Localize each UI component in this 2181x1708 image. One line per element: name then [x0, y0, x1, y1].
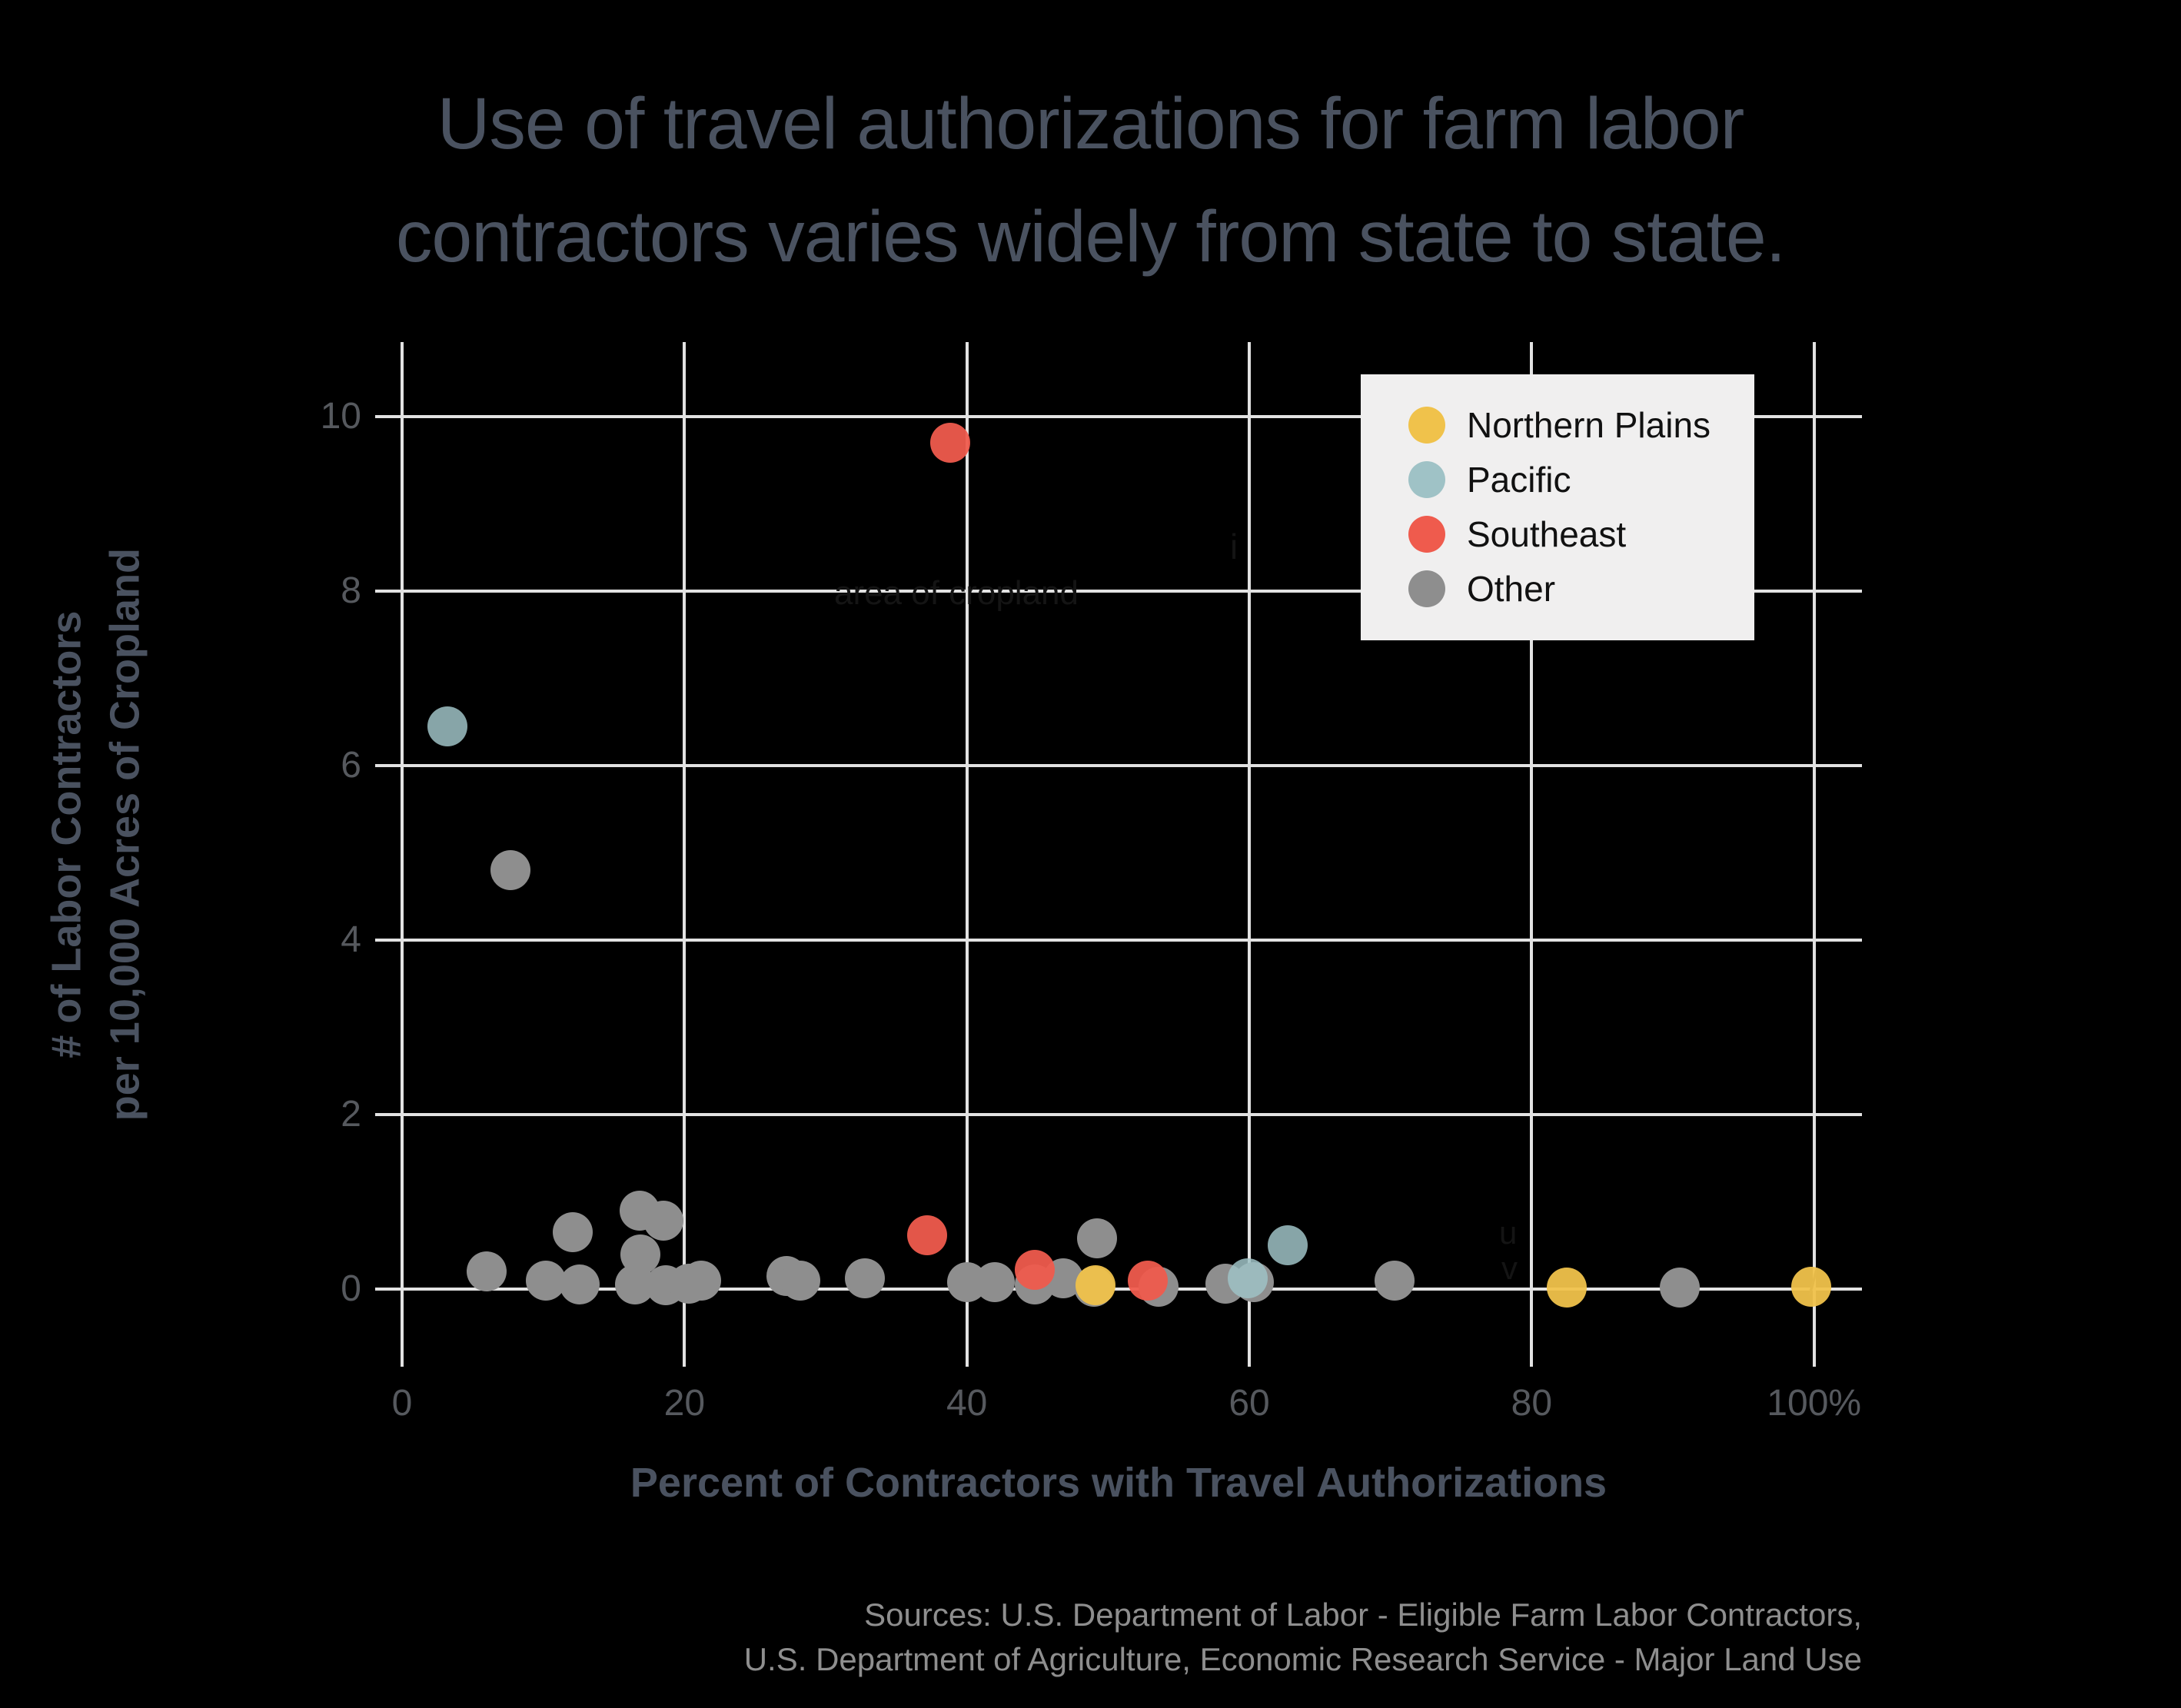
legend-label: Other	[1467, 568, 1556, 609]
data-point-pacific	[427, 706, 467, 746]
legend-swatch-icon	[1408, 406, 1445, 444]
legend-swatch-icon	[1408, 515, 1445, 553]
data-point-southeast	[907, 1215, 948, 1255]
y-tick-label-8: 8	[341, 570, 361, 611]
data-point-other	[467, 1251, 507, 1292]
gridline-y-10	[375, 415, 1862, 418]
sources-line-2: U.S. Department of Agriculture, Economic…	[743, 1640, 1862, 1677]
gridline-x-40	[965, 342, 969, 1367]
x-tick-label-100: 100%	[1767, 1383, 1862, 1424]
legend-item-pacific: Pacific	[1408, 452, 1754, 507]
legend-label: Northern Plains	[1467, 404, 1711, 445]
annotation-fragment-2: u	[1499, 1215, 1518, 1251]
data-point-other	[1660, 1267, 1701, 1308]
x-tick-label-20: 20	[663, 1383, 706, 1424]
annotation-fragment-1: i	[1230, 527, 1238, 567]
data-point-southeast	[1127, 1260, 1168, 1301]
gridline-y-0	[375, 1288, 1862, 1291]
data-point-other	[845, 1258, 886, 1299]
x-tick-label-40: 40	[946, 1383, 988, 1424]
data-point-other	[620, 1234, 661, 1274]
data-point-northern-plains	[1547, 1267, 1588, 1308]
data-point-other	[526, 1260, 567, 1301]
plot-area	[375, 342, 1862, 1367]
legend: Northern Plains Pacific Southeast Other	[1361, 374, 1754, 640]
legend-swatch-icon	[1408, 460, 1445, 498]
data-point-other	[643, 1201, 683, 1241]
x-axis-title: Percent of Contractors with Travel Autho…	[630, 1460, 1607, 1506]
chart-title: Use of travel authorizations for farm la…	[0, 68, 2181, 294]
sources-line-1: Sources: U.S. Department of Labor - Elig…	[864, 1597, 1862, 1633]
chart-title-line-1: Use of travel authorizations for farm la…	[437, 83, 1744, 164]
chart-title-line-2: contractors varies widely from state to …	[395, 196, 1786, 278]
y-axis-title-line-1: # of Labor Contractors	[43, 610, 90, 1058]
data-point-other	[975, 1261, 1016, 1302]
data-point-southeast	[929, 423, 970, 464]
annotation-fragment-0: area of cropland	[834, 574, 1079, 612]
data-point-northern-plains	[1791, 1266, 1832, 1307]
gridline-y-4	[375, 939, 1862, 942]
y-tick-label-0: 0	[341, 1268, 361, 1309]
sources-note: Sources: U.S. Department of Labor - Elig…	[555, 1593, 1862, 1682]
annotation-fragment-3: v	[1501, 1250, 1518, 1286]
gridline-y-8	[375, 590, 1862, 593]
y-axis-title-line-2: per 10,000 Acres of Cropland	[101, 547, 148, 1121]
y-tick-label-4: 4	[341, 919, 361, 960]
data-point-other	[1375, 1260, 1415, 1301]
legend-swatch-icon	[1408, 570, 1445, 607]
y-tick-label-10: 10	[320, 396, 361, 437]
gridline-x-60	[1248, 342, 1252, 1367]
gridline-x-100	[1812, 342, 1816, 1367]
gridline-x-0	[401, 342, 404, 1367]
y-tick-label-6: 6	[341, 745, 361, 786]
data-point-other	[553, 1212, 593, 1253]
data-point-southeast	[1014, 1250, 1055, 1291]
gridline-y-2	[375, 1113, 1862, 1116]
legend-item-northern-plains: Northern Plains	[1408, 397, 1754, 452]
data-point-other	[681, 1260, 722, 1301]
data-point-other	[560, 1264, 600, 1305]
legend-item-southeast: Southeast	[1408, 507, 1754, 561]
x-tick-label-60: 60	[1228, 1383, 1270, 1424]
data-point-pacific	[1228, 1258, 1268, 1299]
y-axis-title: # of Labor Contractors per 10,000 Acres …	[38, 312, 154, 1357]
data-point-other	[490, 850, 531, 891]
x-tick-label-80: 80	[1511, 1383, 1553, 1424]
legend-label: Southeast	[1467, 513, 1627, 554]
y-tick-label-2: 2	[341, 1094, 361, 1135]
data-point-other	[1076, 1218, 1117, 1259]
gridline-y-6	[375, 764, 1862, 767]
data-point-pacific	[1267, 1225, 1308, 1266]
legend-label: Pacific	[1467, 459, 1571, 500]
legend-item-other: Other	[1408, 561, 1754, 616]
data-point-northern-plains	[1075, 1265, 1115, 1306]
gridline-x-80	[1530, 342, 1534, 1367]
x-tick-label-0: 0	[391, 1383, 413, 1424]
gridline-x-20	[683, 342, 687, 1367]
data-point-other	[780, 1260, 820, 1301]
